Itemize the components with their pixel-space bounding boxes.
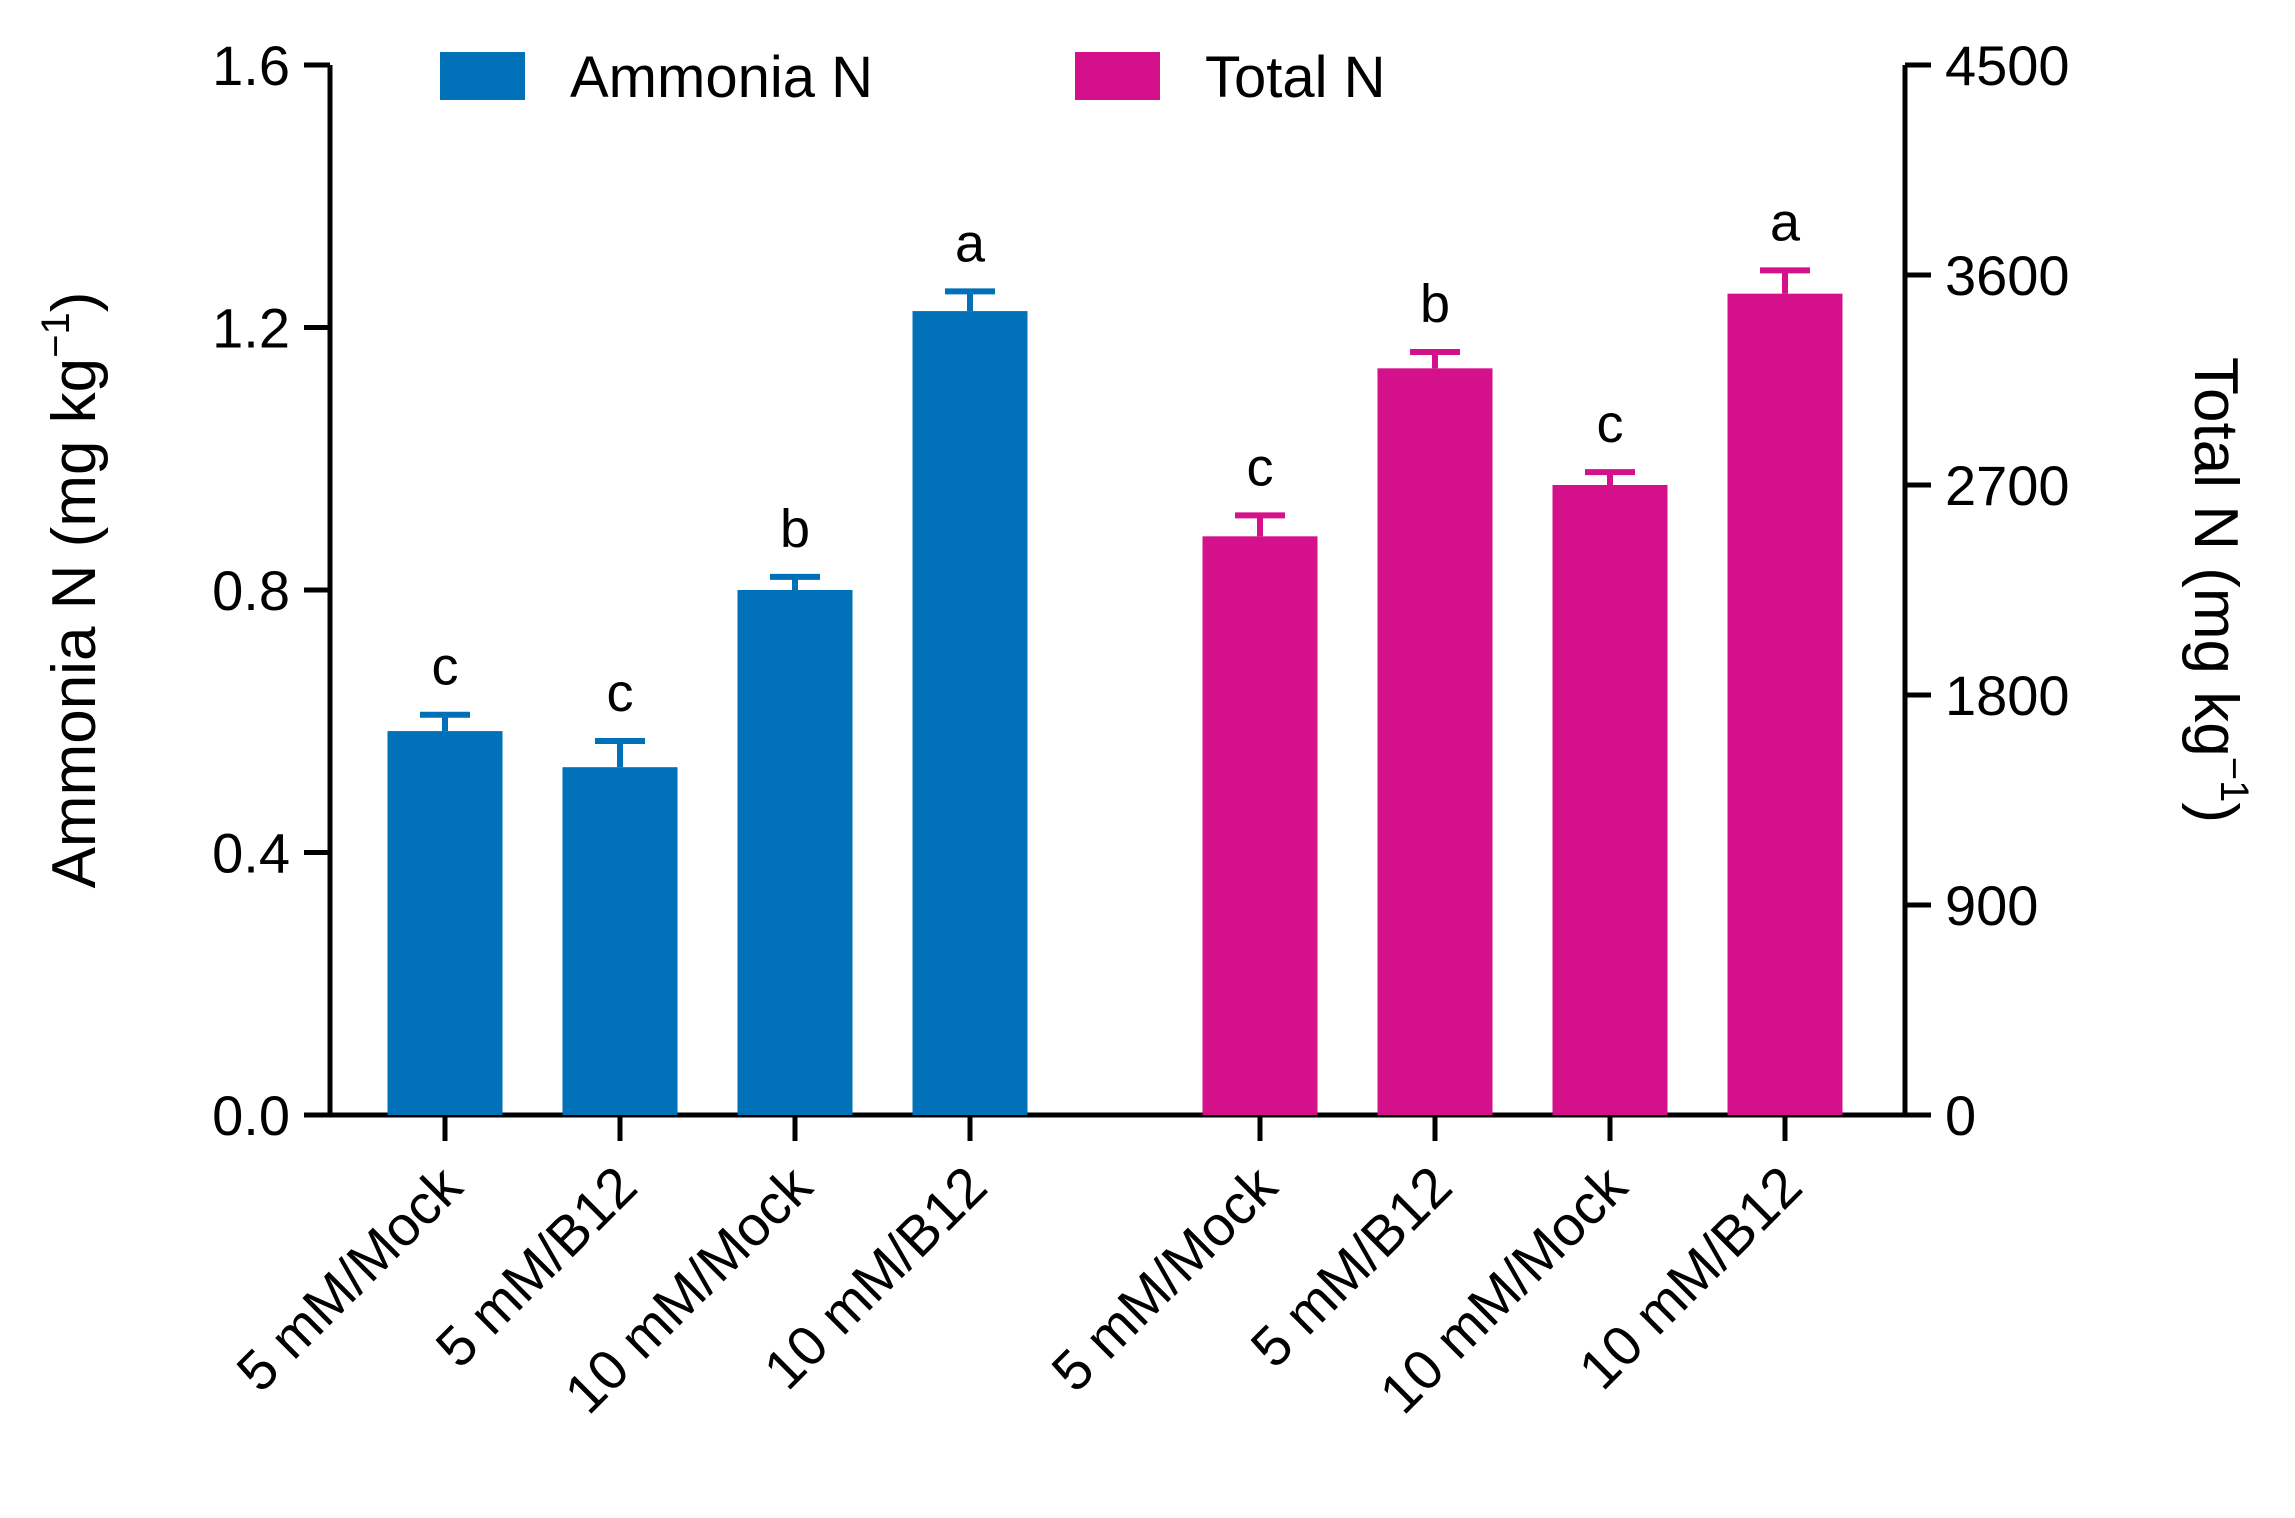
right-tick-label: 2700 xyxy=(1945,454,2070,517)
legend-swatch-total-n xyxy=(1075,52,1160,100)
significance-label: c xyxy=(1247,437,1274,497)
bar-ammonia-n xyxy=(912,311,1028,1115)
right-tick-label: 0 xyxy=(1945,1084,1976,1147)
right-axis: 0 900 1800 2700 3600 4500 Total N (mg kg−1) xyxy=(1902,34,2256,1147)
legend-label-total-n: Total N xyxy=(1205,45,1386,110)
bar-total-n xyxy=(1202,536,1318,1115)
bar-total-n xyxy=(1552,485,1668,1115)
left-tick-label: 0.8 xyxy=(212,559,290,622)
legend-swatch-ammonia-n xyxy=(440,52,525,100)
category-label: 5 mM/Mock xyxy=(224,1153,474,1403)
bar-total-n xyxy=(1377,368,1493,1115)
right-tick-label: 1800 xyxy=(1945,664,2070,727)
significance-label: a xyxy=(1770,192,1801,252)
legend-label-ammonia-n: Ammonia N xyxy=(570,45,873,110)
category-label: 5 mM/Mock xyxy=(1039,1153,1289,1403)
right-axis-title: Total N (mg kg−1) xyxy=(2181,357,2256,823)
left-tick-label: 1.2 xyxy=(212,297,290,360)
right-tick-label: 3600 xyxy=(1945,244,2070,307)
significance-label: c xyxy=(432,637,459,697)
left-tick-label: 0.0 xyxy=(212,1084,290,1147)
left-axis: 0.0 0.4 0.8 1.2 1.6 Ammonia N (mg kg−1) xyxy=(34,34,333,1147)
bar-ammonia-n xyxy=(387,731,503,1115)
bar-ammonia-n xyxy=(562,767,678,1115)
bar-total-n xyxy=(1727,293,1843,1116)
right-axis-ticks: 0 900 1800 2700 3600 4500 xyxy=(1905,34,2070,1147)
bar-ammonia-n xyxy=(737,590,853,1115)
left-axis-title: Ammonia N (mg kg−1) xyxy=(34,292,109,889)
significance-label: c xyxy=(1597,394,1624,454)
left-tick-label: 1.6 xyxy=(212,34,290,97)
left-axis-ticks: 0.0 0.4 0.8 1.2 1.6 xyxy=(212,34,330,1147)
right-tick-label: 900 xyxy=(1945,874,2038,937)
significance-label: c xyxy=(607,663,634,723)
legend: Ammonia N Total N xyxy=(440,45,1386,110)
right-tick-label: 4500 xyxy=(1945,34,2070,97)
left-tick-label: 0.4 xyxy=(212,822,290,885)
significance-label: a xyxy=(955,213,986,273)
significance-label: b xyxy=(1420,274,1450,334)
significance-label: b xyxy=(780,499,810,559)
